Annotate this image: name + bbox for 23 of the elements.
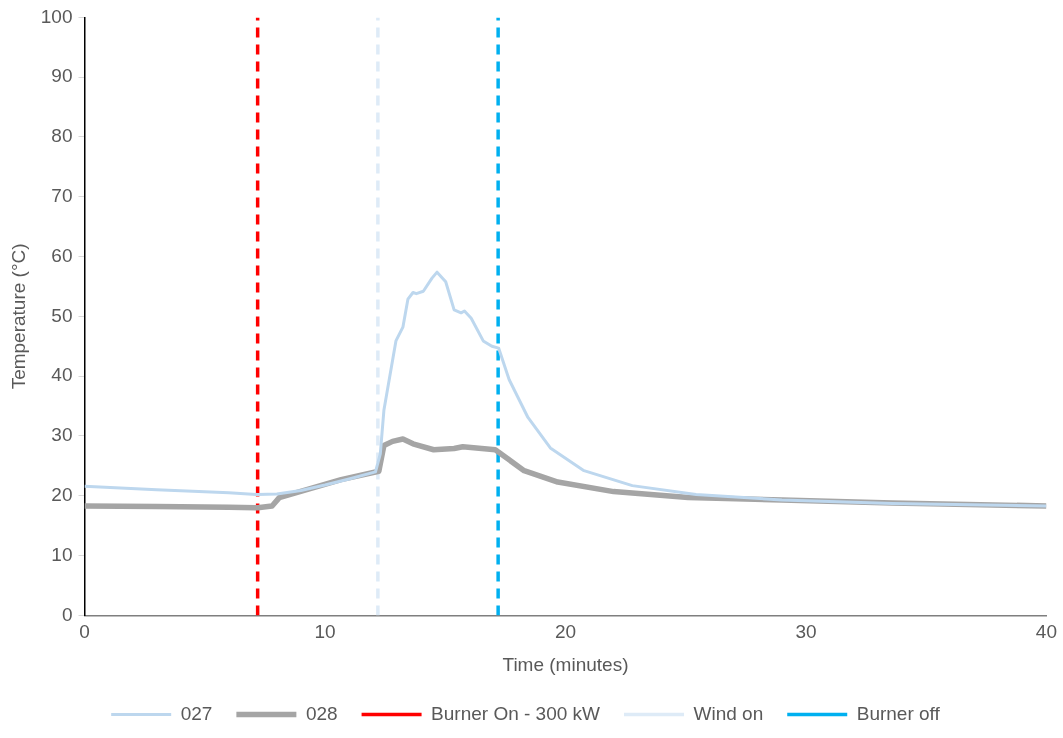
legend-label: Wind on — [693, 702, 764, 724]
x-tick-label: 30 — [795, 621, 817, 643]
x-tick-label: 20 — [554, 621, 577, 643]
legend-label: 028 — [305, 702, 338, 724]
y-tick-label: 20 — [51, 484, 73, 506]
x-tick-label: 40 — [1035, 621, 1057, 643]
y-tick-label: 30 — [51, 424, 73, 446]
x-tick-label: 10 — [314, 621, 336, 643]
legend-label: Burner off — [856, 702, 941, 724]
y-axis-title: Temperature (°C) — [7, 243, 29, 390]
legend-label: 027 — [180, 702, 213, 724]
y-tick-label: 90 — [51, 65, 73, 87]
y-tick-label: 10 — [51, 543, 73, 565]
y-tick-label: 0 — [61, 603, 73, 625]
x-tick-label: 0 — [79, 621, 90, 643]
x-axis-title: Time (minutes) — [502, 653, 629, 675]
y-tick-label: 50 — [51, 304, 73, 326]
y-tick-label: 40 — [51, 364, 73, 386]
legend-label: Burner On - 300 kW — [431, 702, 601, 724]
y-tick-label: 60 — [51, 244, 73, 266]
y-tick-label: 70 — [51, 185, 73, 207]
y-tick-label: 100 — [40, 5, 73, 27]
y-tick-label: 80 — [51, 125, 73, 147]
